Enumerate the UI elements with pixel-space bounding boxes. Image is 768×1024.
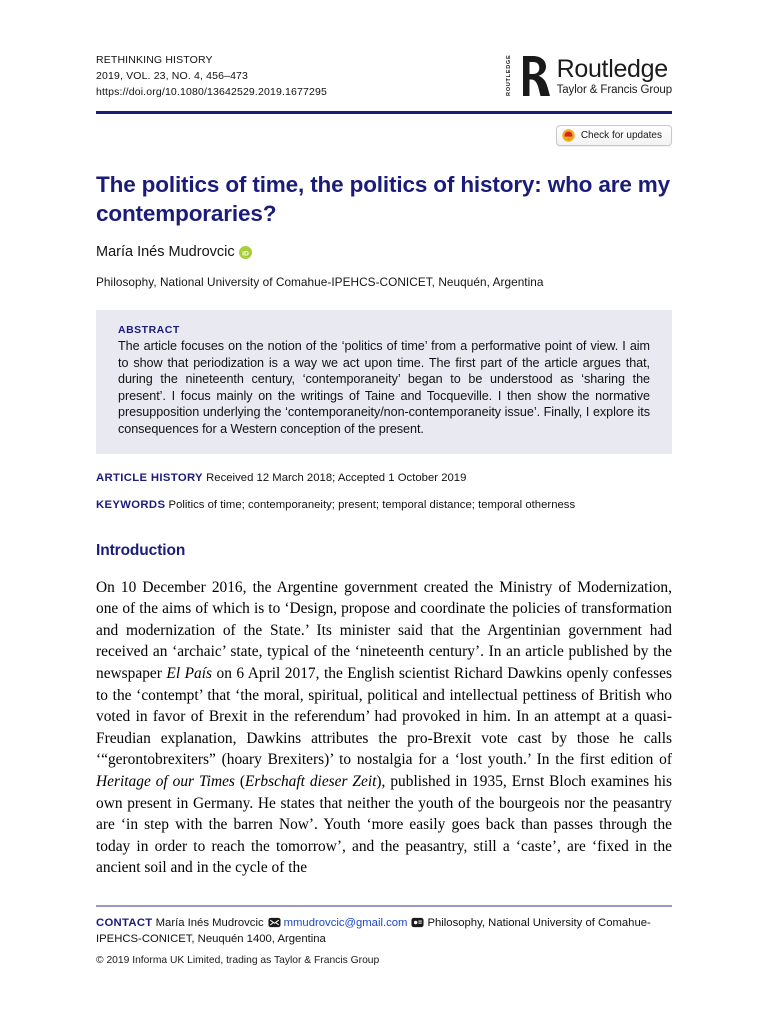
- publisher-tagline: Taylor & Francis Group: [556, 83, 673, 96]
- keywords: KEYWORDS Politics of time; contemporanei…: [96, 499, 672, 511]
- contact-label: CONTACT: [96, 917, 153, 929]
- author-name: María Inés Mudrovcic: [96, 244, 235, 260]
- body-segment-4: ), published in 1935, Ernst Bloch examin…: [96, 772, 672, 877]
- body-segment-3: (: [234, 772, 245, 790]
- routledge-wordmark: Routledge Taylor & Francis Group: [556, 55, 673, 96]
- check-for-updates-label: Check for updates: [580, 130, 662, 141]
- check-for-updates-button[interactable]: Check for updates: [555, 125, 672, 146]
- keywords-value: Politics of time; contemporaneity; prese…: [168, 498, 576, 511]
- author-line: María Inés Mudrovcic iD: [96, 244, 672, 260]
- body-italic-erbschaft-dieser-zeit: Erbschaft dieser Zeit: [244, 772, 377, 790]
- orcid-icon[interactable]: iD: [238, 245, 252, 259]
- crossmark-icon: [562, 129, 575, 142]
- article-history: ARTICLE HISTORY Received 12 March 2018; …: [96, 472, 672, 484]
- contact-address: Philosophy, National University of Comah…: [96, 917, 651, 945]
- article-history-label: ARTICLE HISTORY: [96, 471, 203, 484]
- body-segment-1: On 10 December 2016, the Argentine gover…: [96, 578, 672, 682]
- journal-metadata: RETHINKING HISTORY 2019, VOL. 23, NO. 4,…: [96, 52, 327, 100]
- envelope-icon: [268, 917, 281, 928]
- contact-email-link[interactable]: mmudrovcic@gmail.com: [283, 917, 408, 929]
- article-history-value: Received 12 March 2018; Accepted 1 Octob…: [206, 471, 467, 484]
- body-italic-heritage-of-our-times: Heritage of our Times: [96, 772, 235, 790]
- routledge-vertical-text: ROUTLEDGE: [506, 54, 512, 96]
- contact-line: CONTACT María Inés Mudrovcic mmudrovcic@g…: [96, 916, 672, 947]
- journal-issue: 2019, VOL. 23, NO. 4, 456–473: [96, 70, 249, 82]
- copyright-notice: © 2019 Informa UK Limited, trading as Ta…: [96, 955, 380, 966]
- introduction-paragraph: On 10 December 2016, the Argentine gover…: [96, 577, 672, 879]
- page-footer: CONTACT María Inés Mudrovcic mmudrovcic@g…: [96, 905, 672, 966]
- routledge-r-mark: [522, 56, 550, 96]
- abstract-box: ABSTRACT The article focuses on the noti…: [96, 310, 672, 454]
- abstract-label: ABSTRACT: [118, 324, 180, 336]
- crossmark-row: Check for updates: [96, 125, 672, 146]
- masthead: RETHINKING HISTORY 2019, VOL. 23, NO. 4,…: [96, 0, 672, 100]
- keywords-label: KEYWORDS: [96, 498, 166, 511]
- journal-name: RETHINKING HISTORY: [96, 54, 213, 66]
- body-italic-el-pais: El País: [166, 664, 213, 682]
- section-heading-introduction: Introduction: [96, 541, 186, 559]
- institution-icon: [411, 917, 424, 928]
- affiliation: Philosophy, National University of Comah…: [96, 275, 544, 289]
- journal-doi[interactable]: https://doi.org/10.1080/13642529.2019.16…: [96, 86, 327, 98]
- footer-divider: [96, 905, 672, 907]
- body-segment-2: on 6 April 2017, the English scientist R…: [96, 664, 672, 769]
- routledge-logo: ROUTLEDGE Routledge Taylor & Francis Gro…: [506, 54, 673, 98]
- header-divider: [96, 111, 672, 114]
- page-title: The politics of time, the politics of hi…: [96, 172, 671, 226]
- publisher-name: Routledge: [556, 55, 669, 84]
- contact-name: María Inés Mudrovcic: [155, 917, 264, 929]
- abstract-text: The article focuses on the notion of the…: [118, 339, 650, 436]
- svg-text:iD: iD: [242, 250, 249, 257]
